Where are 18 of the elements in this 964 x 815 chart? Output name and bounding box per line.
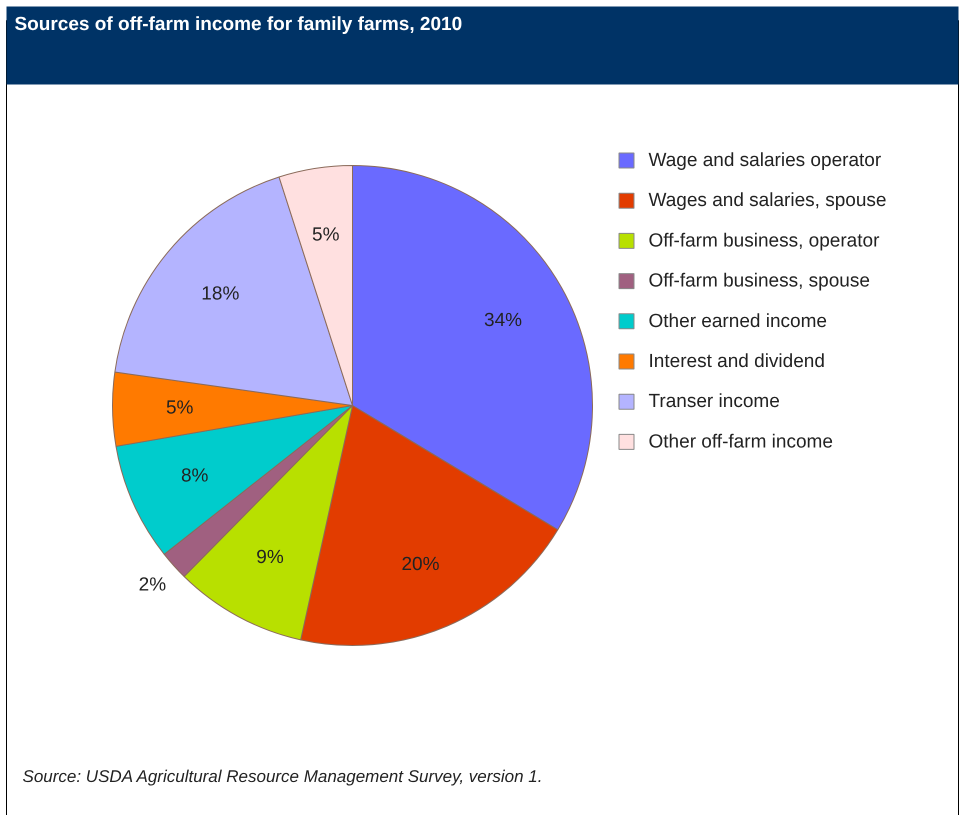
data-label: 20% — [401, 554, 440, 575]
source-note: Source: USDA Agricultural Resource Management Survey, version 1. — [22, 767, 542, 786]
data-label: 34% — [484, 310, 522, 332]
data-label: 18% — [201, 284, 240, 305]
data-label: 5% — [312, 224, 340, 246]
data-label: 9% — [256, 546, 284, 568]
legend-label: Transer income — [648, 391, 780, 412]
legend-label: Wages and salaries, spouse — [648, 190, 886, 212]
data-label: 2% — [138, 574, 166, 596]
data-label: 5% — [166, 398, 194, 419]
legend-label: Off-farm business, operator — [648, 230, 880, 252]
legend-label: Other off-farm income — [648, 431, 833, 452]
legend-label: Off-farm business, spouse — [648, 270, 870, 292]
data-label: 8% — [180, 465, 209, 486]
legend-label: Other earned income — [648, 310, 827, 332]
legend-label: Wage and salaries operator — [648, 150, 882, 171]
chart-title: Sources of off-farm income for family farms, 2010 — [14, 14, 462, 35]
legend-label: Interest and dividend — [648, 351, 825, 372]
